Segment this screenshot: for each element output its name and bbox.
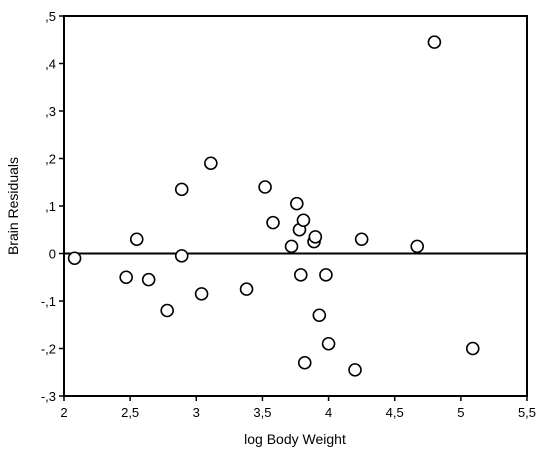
scatter-point bbox=[290, 196, 304, 211]
scatter-point bbox=[354, 232, 369, 247]
scatter-point bbox=[258, 180, 272, 194]
scatter-point bbox=[194, 287, 209, 301]
y-tick-label: ,2 bbox=[45, 152, 56, 167]
scatter-point bbox=[67, 251, 82, 266]
scatter-point bbox=[427, 35, 442, 49]
scatter-point bbox=[204, 156, 218, 171]
scatter-point bbox=[321, 336, 336, 351]
data-points bbox=[67, 35, 480, 377]
y-tick-label: ,5 bbox=[45, 9, 56, 24]
scatter-point bbox=[319, 268, 333, 282]
y-tick-label: ,3 bbox=[45, 104, 56, 119]
scatter-point bbox=[296, 213, 311, 228]
y-tick-label: -,2 bbox=[41, 342, 56, 357]
axis-ticks: 2 2,5 3 3,5 4 4,5 5 5,5 -,3 -,2 -,1 0 ,1 ,2 ,3 ,4 ,5 bbox=[41, 9, 536, 420]
scatter-point bbox=[266, 215, 280, 230]
scatter-point bbox=[465, 341, 480, 356]
x-tick-label: 3,5 bbox=[253, 405, 271, 420]
x-axis-title: log Body Weight bbox=[244, 431, 346, 447]
x-tick-label: 4,5 bbox=[386, 405, 404, 420]
x-tick-label: 2 bbox=[60, 405, 67, 420]
y-tick-label: ,1 bbox=[45, 199, 56, 214]
scatter-point bbox=[410, 239, 425, 254]
scatter-point bbox=[293, 268, 308, 282]
scatter-point bbox=[297, 355, 312, 370]
x-tick-label: 5 bbox=[457, 405, 464, 420]
x-tick-label: 3 bbox=[193, 405, 200, 420]
scatter-point bbox=[160, 303, 174, 318]
scatter-point bbox=[348, 363, 362, 377]
scatter-point bbox=[174, 249, 189, 263]
y-tick-label: ,4 bbox=[45, 57, 56, 72]
x-tick-label: 4 bbox=[325, 405, 332, 420]
y-axis-title: Brain Residuals bbox=[5, 157, 21, 255]
y-tick-label: 0 bbox=[49, 247, 56, 262]
y-tick-label: -,3 bbox=[41, 389, 56, 404]
scatter-point bbox=[239, 282, 254, 296]
scatter-point bbox=[141, 272, 156, 287]
x-tick-label: 2,5 bbox=[121, 405, 139, 420]
scatter-point bbox=[119, 270, 133, 285]
scatter-point bbox=[312, 308, 327, 323]
y-tick-label: -,1 bbox=[41, 294, 56, 309]
scatter-point bbox=[308, 230, 323, 244]
scatter-point bbox=[284, 239, 299, 254]
x-tick-label: 5,5 bbox=[518, 405, 536, 420]
scatter-point bbox=[174, 182, 189, 197]
scatter-point bbox=[129, 232, 144, 247]
